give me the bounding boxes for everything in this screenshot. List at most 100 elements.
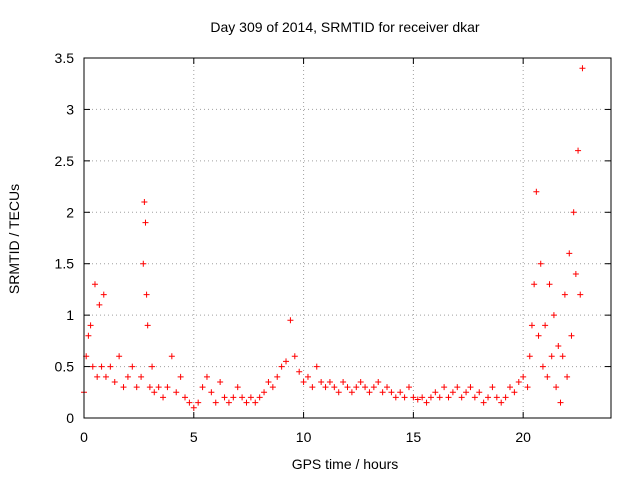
data-point: [520, 373, 527, 380]
data-point: [485, 394, 492, 401]
data-point: [234, 384, 241, 391]
data-point: [535, 332, 542, 339]
data-point: [570, 209, 577, 216]
data-point: [542, 322, 549, 329]
data-point: [243, 399, 250, 406]
data-point: [370, 384, 377, 391]
data-point: [96, 301, 103, 308]
data-point: [366, 389, 373, 396]
data-point: [85, 332, 92, 339]
data-point: [463, 389, 470, 396]
data-point: [392, 394, 399, 401]
axis-ticks: [83, 57, 611, 419]
x-tick-label: 0: [80, 429, 88, 445]
data-point: [531, 281, 538, 288]
data-point: [265, 379, 272, 385]
data-point: [550, 312, 557, 319]
data-point: [98, 363, 105, 370]
data-point: [304, 373, 311, 380]
data-point: [212, 399, 219, 406]
y-tick-label: 0: [66, 410, 74, 426]
data-point: [155, 384, 162, 391]
data-points: [81, 65, 586, 411]
data-point: [502, 394, 509, 401]
data-point: [401, 394, 408, 401]
data-point: [441, 384, 448, 391]
data-point: [340, 379, 347, 385]
y-tick-label: 3.5: [55, 50, 75, 66]
data-point: [566, 250, 573, 257]
data-point: [533, 188, 540, 195]
data-point: [515, 379, 522, 385]
data-point: [116, 353, 123, 360]
data-point: [458, 394, 465, 401]
data-point: [151, 389, 158, 396]
data-point: [436, 394, 443, 401]
data-point: [168, 353, 175, 360]
y-tick-label: 0.5: [55, 359, 75, 375]
data-point: [528, 322, 535, 329]
data-point: [221, 394, 228, 401]
data-point: [173, 389, 180, 396]
data-point: [94, 373, 101, 380]
data-point: [449, 389, 456, 396]
data-point: [129, 363, 136, 370]
data-point: [199, 384, 206, 391]
data-point: [87, 322, 94, 329]
data-point: [146, 384, 153, 391]
data-point: [480, 399, 487, 406]
data-point: [506, 384, 513, 391]
data-point: [476, 389, 483, 396]
data-point: [388, 389, 395, 396]
data-point: [140, 260, 147, 267]
data-point: [291, 353, 298, 360]
x-tick-label: 20: [515, 429, 531, 445]
data-point: [559, 353, 566, 360]
data-point: [419, 394, 426, 401]
data-point: [572, 271, 579, 277]
data-point: [309, 384, 316, 391]
data-point: [217, 379, 224, 385]
data-point: [568, 332, 575, 339]
data-point: [190, 404, 197, 411]
data-point: [577, 291, 584, 298]
data-point: [467, 384, 474, 391]
data-point: [471, 394, 478, 401]
y-tick-label: 1.5: [55, 256, 75, 272]
data-point: [252, 399, 259, 406]
data-point: [143, 291, 150, 298]
y-tick-label: 2.5: [55, 153, 75, 169]
data-point: [423, 399, 430, 406]
data-point: [133, 384, 140, 391]
data-point: [410, 394, 417, 401]
data-point: [149, 363, 156, 370]
data-point: [357, 379, 364, 385]
data-point: [493, 394, 500, 401]
data-point: [384, 384, 391, 391]
data-point: [524, 384, 531, 391]
data-point: [348, 389, 355, 396]
data-point: [548, 353, 555, 360]
data-point: [579, 65, 586, 72]
data-point: [274, 373, 281, 380]
data-point: [544, 373, 551, 380]
data-point: [261, 389, 268, 396]
data-point: [195, 399, 202, 406]
data-point: [561, 291, 568, 298]
data-point: [120, 384, 127, 391]
data-point: [124, 373, 131, 380]
data-point: [511, 389, 518, 396]
data-point: [225, 399, 232, 406]
data-point: [100, 291, 107, 298]
data-point: [278, 363, 285, 370]
data-point: [141, 199, 148, 205]
x-tick-label: 10: [296, 429, 312, 445]
y-tick-label: 2: [66, 204, 74, 220]
data-point: [296, 368, 303, 375]
data-point: [318, 379, 325, 385]
data-point: [144, 322, 151, 329]
data-point: [102, 373, 109, 380]
data-point: [489, 384, 496, 391]
x-axis-label: GPS time / hours: [292, 456, 399, 472]
x-tick-label: 5: [190, 429, 198, 445]
